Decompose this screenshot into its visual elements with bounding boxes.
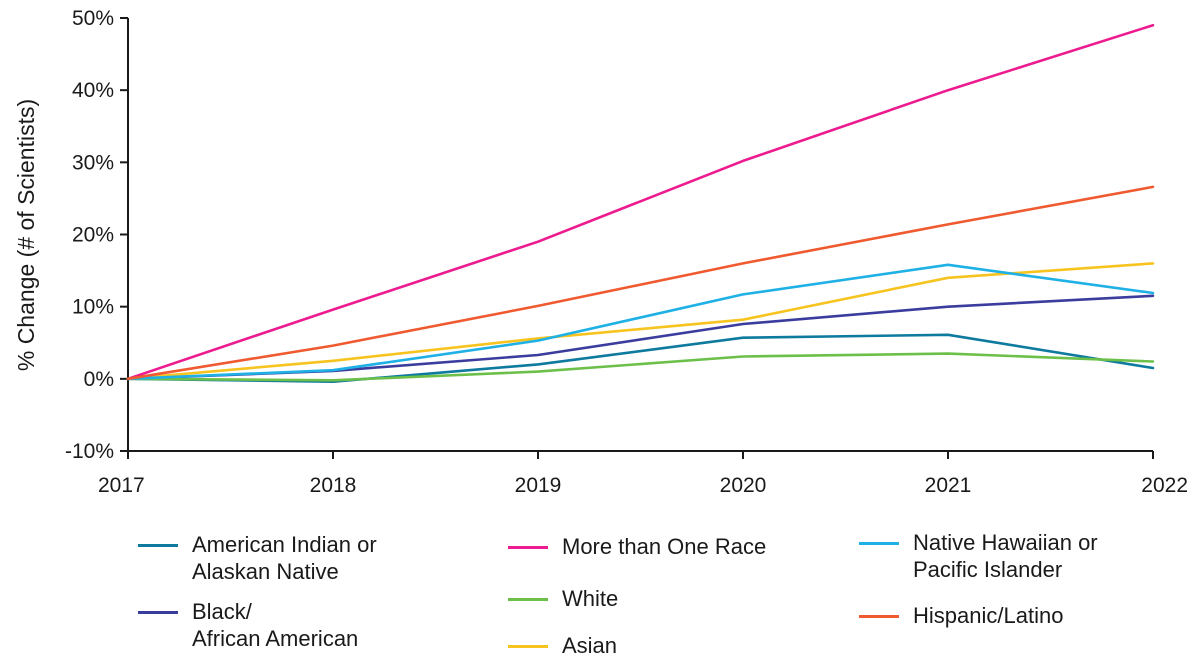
- series-lines: [126, 23, 1155, 384]
- chart-axes: [120, 17, 1154, 459]
- y-tick-label: 30%: [72, 151, 114, 174]
- x-tick-label: 2019: [515, 474, 562, 497]
- x-tick-label: 2021: [925, 474, 972, 497]
- y-tick-label: -10%: [65, 440, 114, 463]
- x-tick-label: 2020: [720, 474, 767, 497]
- x-tick-label: 2017: [98, 474, 145, 497]
- series-line: [126, 352, 1155, 382]
- x-tick-label: 2022: [1141, 474, 1188, 497]
- y-tick-label: 40%: [72, 79, 114, 102]
- series-line: [126, 262, 1155, 381]
- series-line: [126, 23, 1155, 381]
- x-tick-labels: 2017 2018 2019 2020 2021 2022: [98, 474, 1188, 497]
- y-tick-label: 50%: [72, 7, 114, 30]
- y-tick-label: 10%: [72, 296, 114, 319]
- series-line: [126, 263, 1155, 381]
- y-axis-title: % Change (# of Scientists): [13, 99, 39, 371]
- y-tick-label: 0%: [84, 368, 114, 391]
- x-tick-label: 2018: [310, 474, 357, 497]
- y-tick-labels: -10% 0% 10% 20% 30% 40% 50%: [65, 7, 114, 463]
- y-tick-label: 20%: [72, 224, 114, 247]
- series-line: [126, 185, 1155, 381]
- series-line: [126, 333, 1155, 384]
